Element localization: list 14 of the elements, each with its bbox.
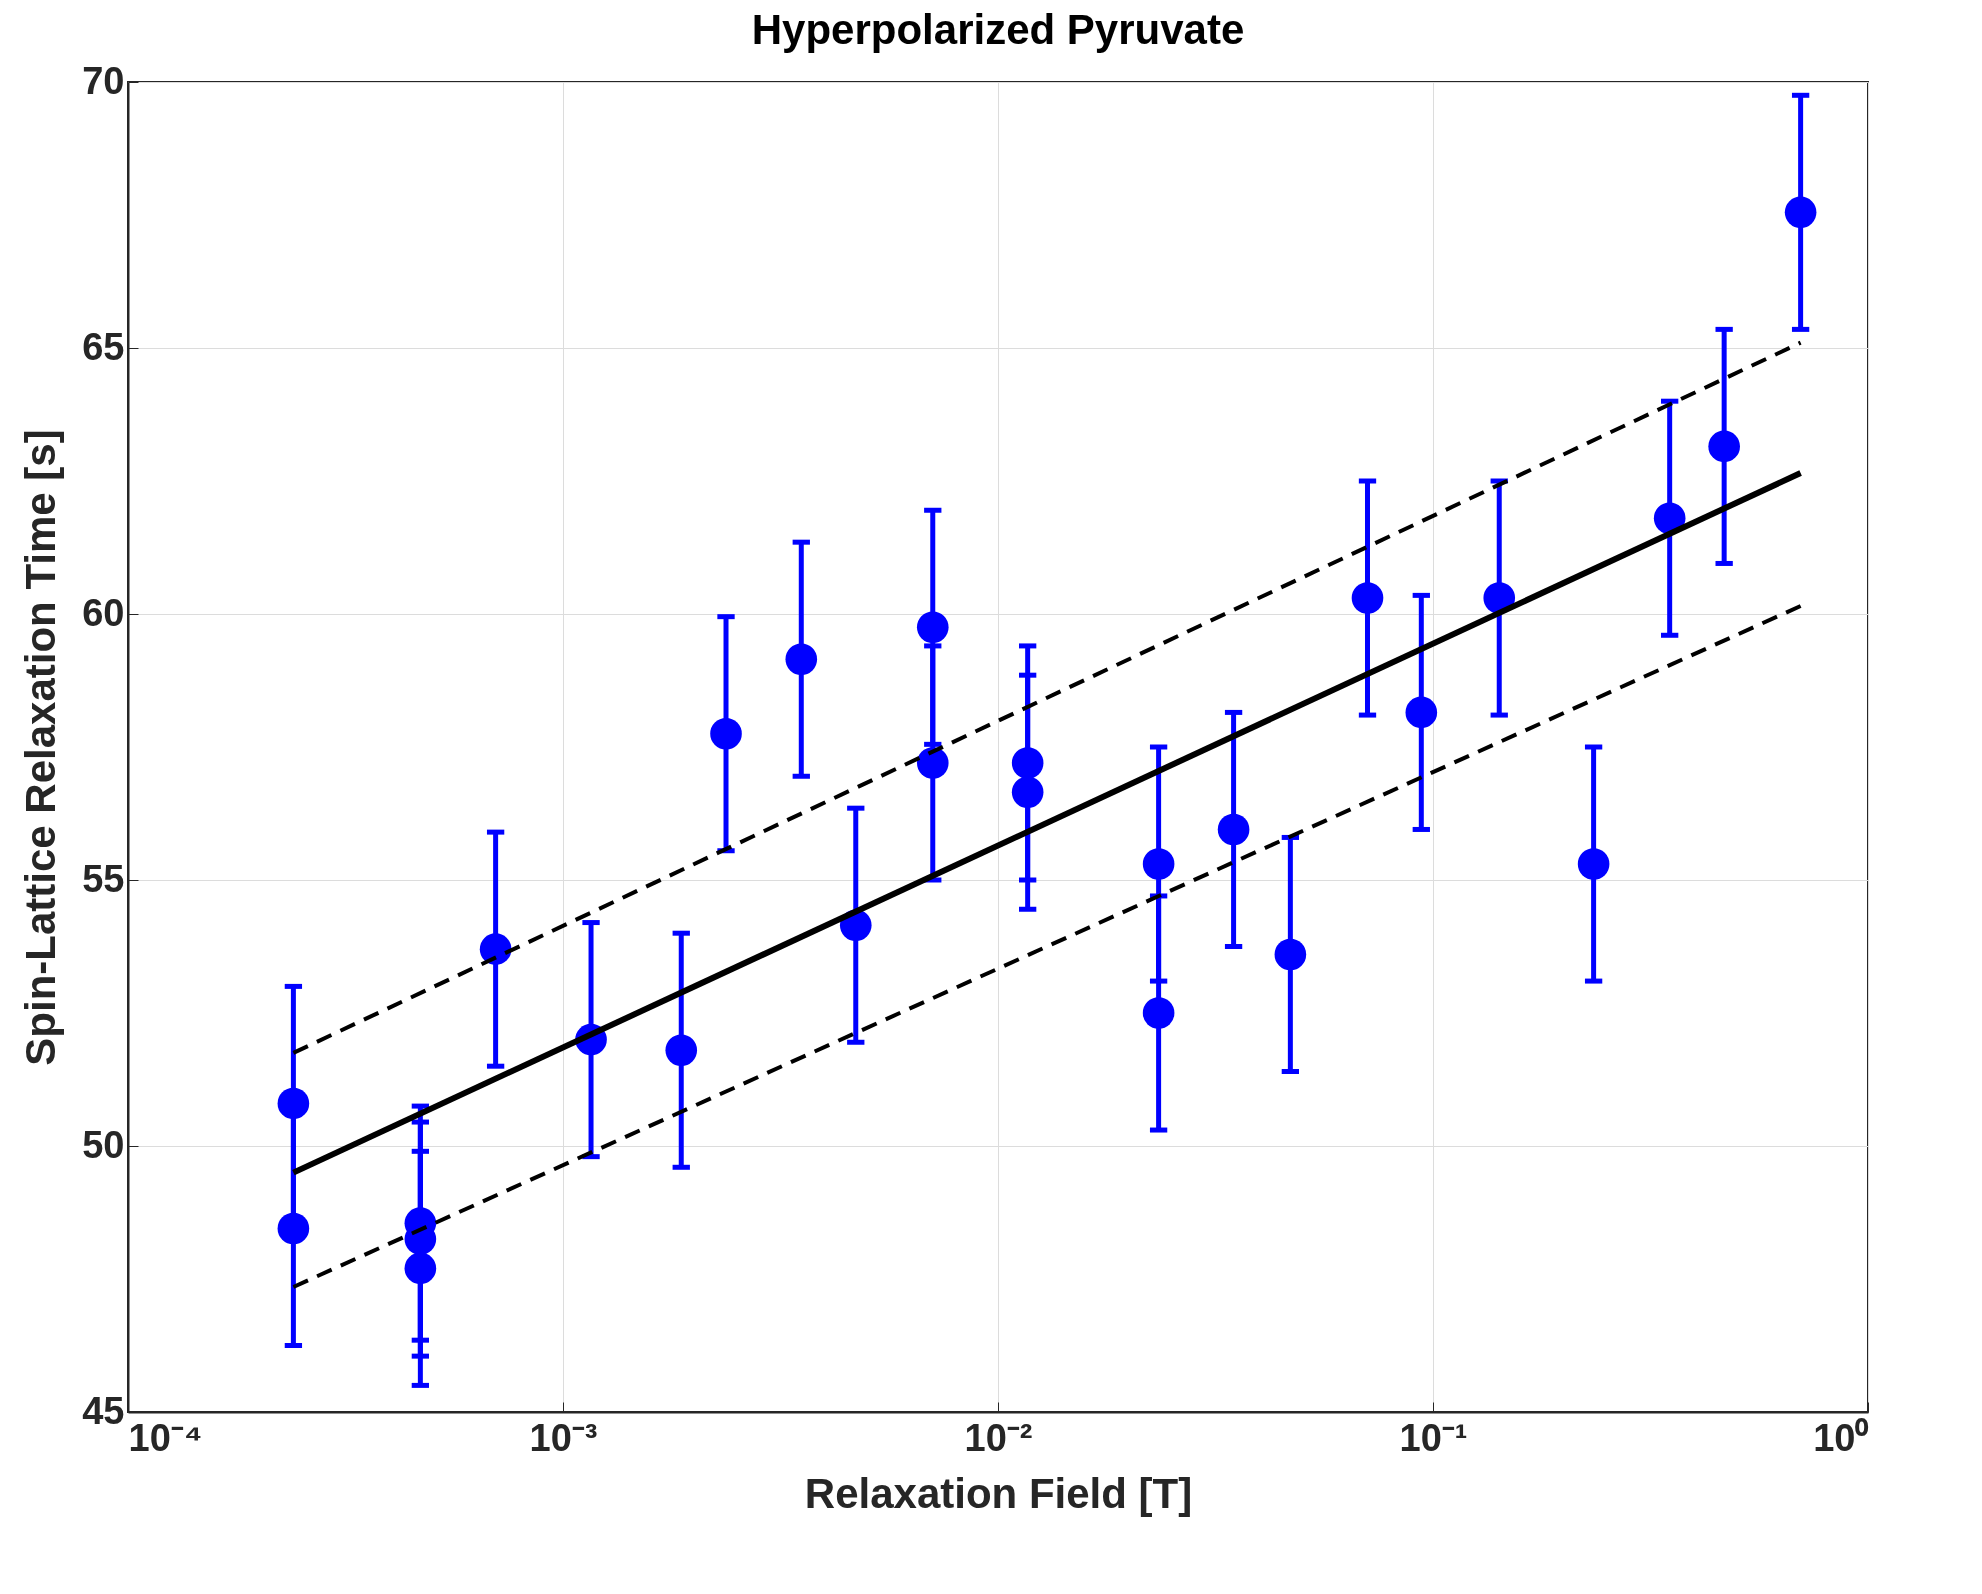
y-tick-label: 55 bbox=[82, 857, 125, 900]
y-tick-label: 45 bbox=[82, 1389, 125, 1432]
x-tick-label: 10⁻⁴ bbox=[128, 1416, 203, 1459]
x-axis-title: Relaxation Field [T] bbox=[804, 1469, 1193, 1517]
y-tick-label: 60 bbox=[82, 591, 125, 634]
x-tick-label: 10⁻³ bbox=[529, 1416, 598, 1459]
x-tick-label: 10⁰ bbox=[1813, 1416, 1870, 1459]
chart-title: Hyperpolarized Pyruvate bbox=[751, 6, 1245, 53]
y-tick-label: 65 bbox=[82, 325, 125, 368]
x-tick-label: 10⁻² bbox=[964, 1416, 1033, 1459]
y-tick-label: 50 bbox=[82, 1123, 125, 1166]
y-tick-label: 70 bbox=[82, 59, 125, 102]
y-axis-title: Spin-Lattice Relaxation Time [s] bbox=[17, 429, 65, 1066]
x-tick-label: 10⁻¹ bbox=[1399, 1416, 1468, 1459]
